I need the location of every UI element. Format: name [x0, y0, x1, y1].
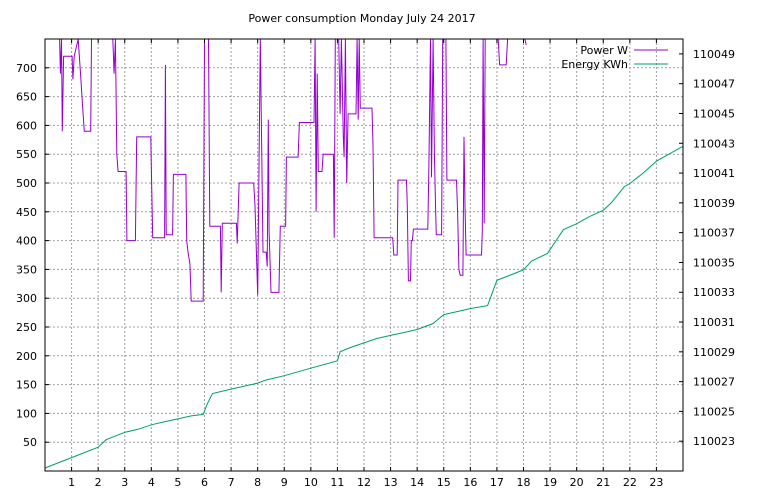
y-tick-label: 450: [16, 206, 37, 219]
y-tick-label: 200: [16, 350, 37, 363]
y-tick-label: 500: [16, 177, 37, 190]
x-tick-label: 14: [410, 476, 424, 489]
y2-tick-label: 110047: [693, 78, 735, 91]
x-tick-label: 19: [543, 476, 557, 489]
legend-label-energy: Energy KWh: [561, 58, 628, 71]
x-tick-label: 15: [437, 476, 451, 489]
y-tick-label: 300: [16, 292, 37, 305]
x-tick-label: 17: [490, 476, 504, 489]
energy-series-line: [44, 145, 684, 469]
y2-tick-label: 110029: [693, 346, 735, 359]
x-tick-label: 8: [254, 476, 261, 489]
y2-tick-label: 110039: [693, 197, 735, 210]
y2-tick-label: 110045: [693, 107, 735, 120]
x-tick-label: 7: [228, 476, 235, 489]
y-tick-label: 350: [16, 263, 37, 276]
x-tick-label: 13: [384, 476, 398, 489]
x-tick-label: 16: [463, 476, 477, 489]
x-tick-label: 4: [148, 476, 155, 489]
x-tick-label: 20: [570, 476, 584, 489]
y2-tick-label: 110041: [693, 167, 735, 180]
y2-tick-label: 110049: [693, 48, 735, 61]
y2-tick-label: 110025: [693, 405, 735, 418]
y2-tick-label: 110035: [693, 256, 735, 269]
x-tick-label: 9: [281, 476, 288, 489]
y2-tick-label: 110027: [693, 376, 735, 389]
y2-tick-label: 110023: [693, 435, 735, 448]
x-tick-label: 21: [596, 476, 610, 489]
y-tick-label: 400: [16, 235, 37, 248]
series-layer: [44, 38, 684, 469]
x-tick-label: 5: [174, 476, 181, 489]
x-tick-label: 3: [121, 476, 128, 489]
y-tick-label: 150: [16, 379, 37, 392]
x-tick-label: 2: [95, 476, 102, 489]
y2-tick-label: 110033: [693, 286, 735, 299]
x-tick-label: 12: [357, 476, 371, 489]
x-tick-label: 1: [68, 476, 75, 489]
x-tick-label: 18: [517, 476, 531, 489]
y-tick-label: 50: [23, 436, 37, 449]
y2-tick-label: 110043: [693, 137, 735, 150]
y2-tick-label: 110031: [693, 316, 735, 329]
y-tick-label: 700: [16, 62, 37, 75]
y-tick-label: 250: [16, 321, 37, 334]
x-tick-label: 11: [330, 476, 344, 489]
grid-layer: [45, 39, 683, 471]
x-tick-label: 10: [304, 476, 318, 489]
y2-tick-label: 110037: [693, 227, 735, 240]
tick-layer: 1 2 3 4 5 6 7 8 9 10 11 12 13 14 15 16 17 18 19 20 21 22 23501…: [16, 39, 735, 489]
power-series-line: [59, 38, 527, 302]
legend-label-power: Power W: [580, 44, 628, 57]
legend: Power W Energy KWh: [561, 44, 668, 71]
y-tick-label: 550: [16, 148, 37, 161]
y-tick-label: 650: [16, 91, 37, 104]
x-tick-label: 23: [649, 476, 663, 489]
x-tick-label: 6: [201, 476, 208, 489]
y-tick-label: 100: [16, 407, 37, 420]
chart-title: Power consumption Monday July 24 2017: [248, 12, 475, 25]
y-tick-label: 600: [16, 119, 37, 132]
x-tick-label: 22: [623, 476, 637, 489]
